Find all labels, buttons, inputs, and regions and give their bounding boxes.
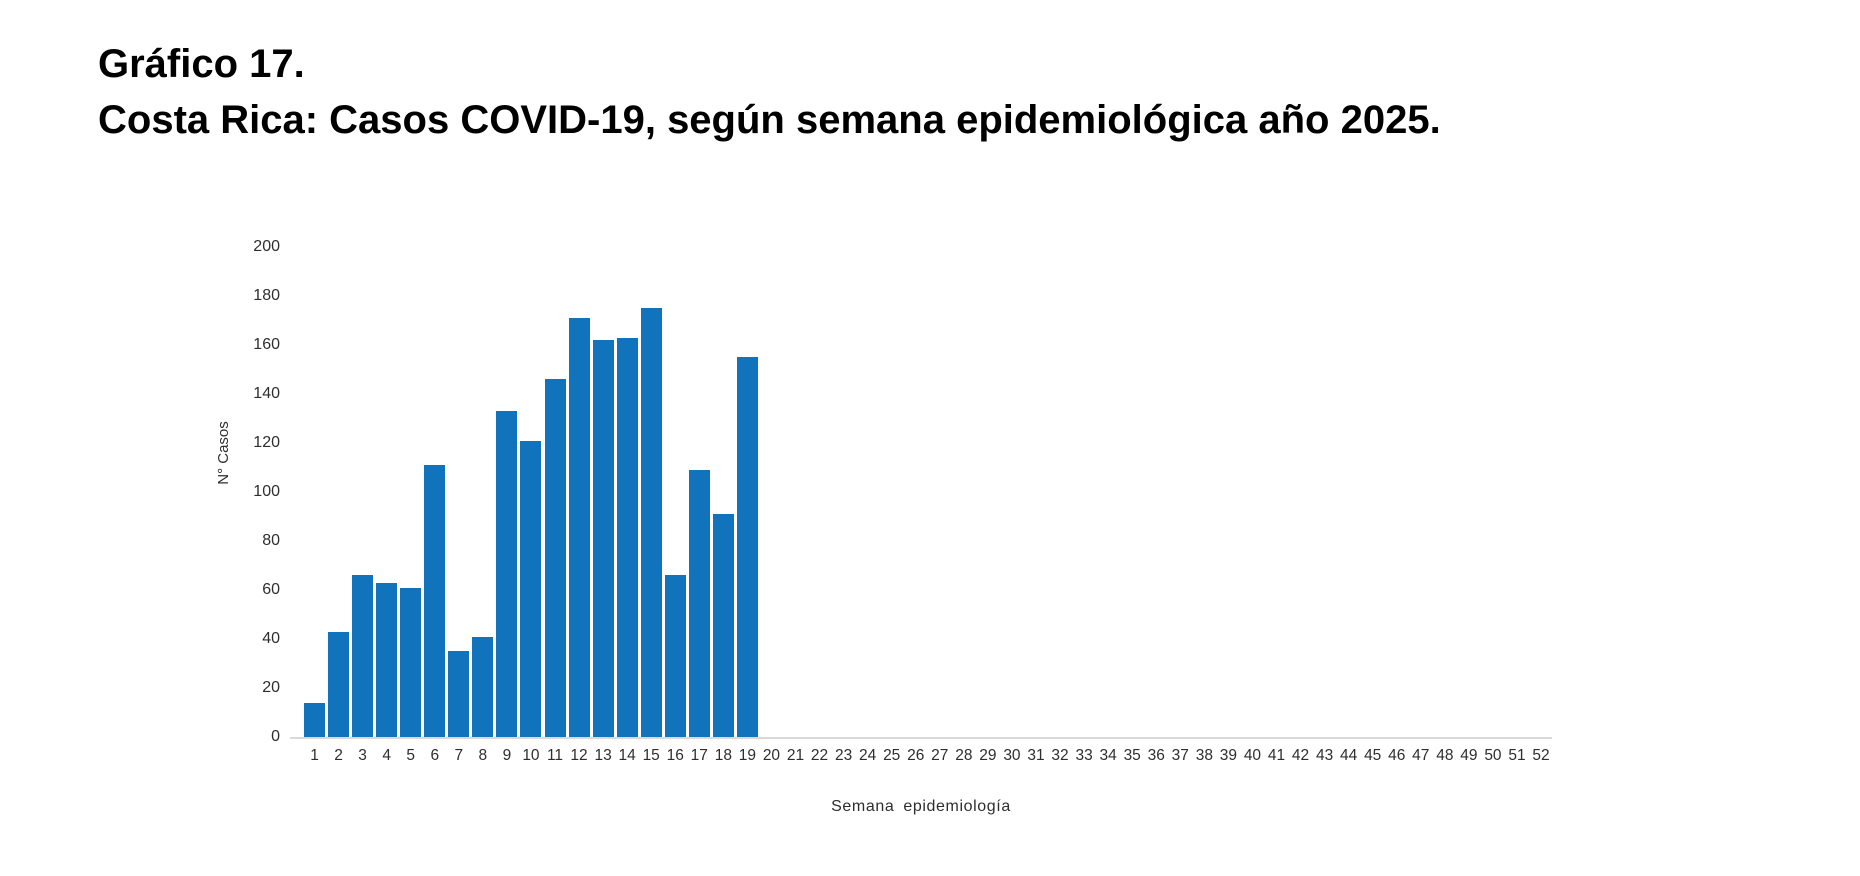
bar-week-6 bbox=[424, 465, 446, 737]
x-tick-label-40: 40 bbox=[1243, 747, 1262, 764]
x-tick-label-11: 11 bbox=[546, 747, 564, 764]
bar-week-9 bbox=[496, 411, 518, 737]
y-tick-label-180: 180 bbox=[253, 287, 280, 304]
y-tick-label-0: 0 bbox=[271, 728, 280, 745]
x-axis-title: Semana epidemiología bbox=[831, 798, 1011, 815]
x-tick-label-33: 33 bbox=[1075, 747, 1093, 764]
chart-title-line-2: Costa Rica: Casos COVID-19, según semana… bbox=[98, 98, 1441, 142]
x-tick-label-30: 30 bbox=[1003, 747, 1021, 764]
x-tick-label-51: 51 bbox=[1508, 747, 1526, 764]
y-tick-label-100: 100 bbox=[253, 483, 280, 500]
y-tick-label-80: 80 bbox=[262, 532, 280, 549]
x-tick-label-37: 37 bbox=[1171, 747, 1189, 764]
x-tick-label-14: 14 bbox=[618, 747, 636, 764]
x-tick-label-35: 35 bbox=[1123, 747, 1141, 764]
x-tick-label-7: 7 bbox=[454, 747, 464, 764]
bar-week-18 bbox=[712, 514, 734, 737]
x-tick-label-49: 49 bbox=[1460, 747, 1478, 764]
x-tick-label-42: 42 bbox=[1291, 747, 1310, 764]
x-tick-label-17: 17 bbox=[690, 747, 708, 764]
x-tick-label-25: 25 bbox=[883, 747, 901, 764]
x-tick-label-50: 50 bbox=[1484, 747, 1502, 764]
x-tick-label-23: 23 bbox=[834, 747, 853, 764]
chart-title-block: Gráfico 17. Costa Rica: Casos COVID-19, … bbox=[98, 36, 1441, 148]
x-tick-label-44: 44 bbox=[1340, 747, 1358, 764]
bar-week-15 bbox=[640, 308, 662, 737]
bar-week-5 bbox=[400, 587, 422, 737]
x-tick-label-8: 8 bbox=[478, 747, 488, 764]
bar-week-10 bbox=[520, 440, 542, 737]
bar-week-11 bbox=[544, 379, 566, 737]
x-tick-label-15: 15 bbox=[642, 747, 660, 764]
x-tick-label-48: 48 bbox=[1436, 747, 1454, 764]
x-tick-label-4: 4 bbox=[382, 747, 391, 764]
y-tick-label-20: 20 bbox=[262, 679, 280, 696]
x-tick-label-32: 32 bbox=[1051, 747, 1069, 764]
bar-week-13 bbox=[592, 340, 614, 737]
x-tick-label-1: 1 bbox=[310, 747, 319, 764]
x-tick-label-24: 24 bbox=[859, 747, 877, 764]
x-tick-label-5: 5 bbox=[406, 747, 415, 764]
bar-week-16 bbox=[664, 575, 686, 737]
x-tick-label-21: 21 bbox=[786, 747, 805, 764]
x-tick-label-28: 28 bbox=[955, 747, 973, 764]
x-tick-label-20: 20 bbox=[762, 747, 781, 764]
bar-week-12 bbox=[568, 318, 590, 737]
x-tick-label-16: 16 bbox=[666, 747, 684, 764]
bar-week-7 bbox=[448, 651, 470, 737]
x-tick-label-38: 38 bbox=[1195, 747, 1213, 764]
bar-week-14 bbox=[616, 337, 638, 737]
x-tick-label-47: 47 bbox=[1412, 747, 1430, 764]
x-tick-label-52: 52 bbox=[1532, 747, 1550, 764]
x-tick-label-29: 29 bbox=[979, 747, 997, 764]
y-tick-label-140: 140 bbox=[253, 385, 280, 402]
x-tick-label-45: 45 bbox=[1364, 747, 1382, 764]
bar-week-2 bbox=[328, 631, 350, 737]
y-tick-label-40: 40 bbox=[262, 630, 280, 647]
x-tick-label-13: 13 bbox=[594, 747, 612, 764]
y-tick-label-60: 60 bbox=[262, 581, 280, 598]
x-tick-label-18: 18 bbox=[714, 747, 732, 764]
x-tick-label-46: 46 bbox=[1388, 747, 1406, 764]
x-tick-label-34: 34 bbox=[1099, 747, 1117, 764]
bar-week-17 bbox=[688, 469, 710, 737]
y-tick-label-120: 120 bbox=[253, 434, 280, 451]
y-tick-label-160: 160 bbox=[253, 336, 280, 353]
x-tick-label-10: 10 bbox=[522, 747, 540, 764]
x-tick-label-36: 36 bbox=[1147, 747, 1165, 764]
chart-title-line-1: Gráfico 17. bbox=[98, 42, 305, 86]
bar-week-1 bbox=[304, 702, 325, 737]
bar-week-8 bbox=[472, 636, 494, 737]
x-tick-label-6: 6 bbox=[430, 747, 440, 764]
x-tick-label-41: 41 bbox=[1267, 747, 1286, 764]
x-tick-label-22: 22 bbox=[810, 747, 829, 764]
x-tick-label-19: 19 bbox=[738, 747, 757, 764]
bar-week-3 bbox=[352, 575, 374, 737]
x-tick-label-43: 43 bbox=[1315, 747, 1334, 764]
x-tick-label-39: 39 bbox=[1219, 747, 1238, 764]
bar-week-4 bbox=[376, 582, 398, 737]
bar-week-19 bbox=[736, 357, 758, 737]
x-tick-label-2: 2 bbox=[334, 747, 343, 764]
x-tick-label-12: 12 bbox=[570, 747, 588, 764]
x-axis-line bbox=[290, 737, 1552, 739]
y-tick-label-200: 200 bbox=[253, 238, 280, 255]
x-tick-label-3: 3 bbox=[358, 747, 367, 764]
x-tick-label-27: 27 bbox=[931, 747, 949, 764]
x-tick-label-31: 31 bbox=[1027, 747, 1045, 764]
x-tick-label-9: 9 bbox=[502, 747, 512, 764]
x-tick-label-26: 26 bbox=[907, 747, 925, 764]
